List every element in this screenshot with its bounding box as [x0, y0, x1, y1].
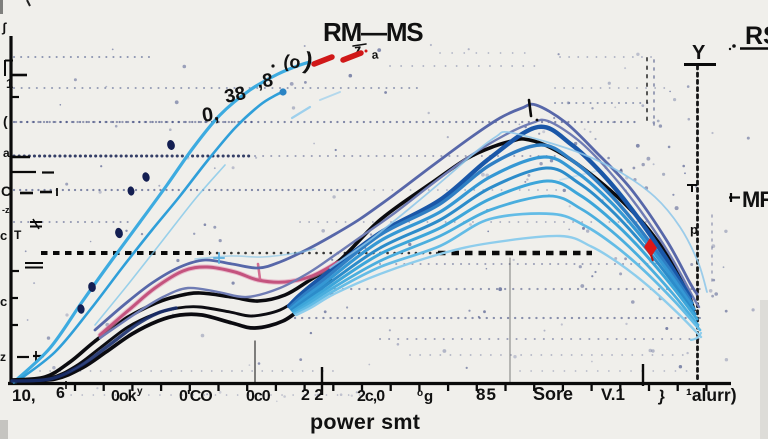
svg-text:,8: ,8: [256, 70, 275, 93]
svg-text:Y: Y: [692, 42, 706, 64]
svg-text:0'CO: 0'CO: [179, 388, 212, 405]
svg-text:a: a: [371, 47, 379, 62]
svg-text:38: 38: [223, 83, 248, 108]
svg-text:ʃ: ʃ: [1, 20, 7, 35]
svg-text:RS: RS: [745, 22, 768, 50]
svg-text:-z: -z: [2, 205, 10, 215]
svg-text:o: o: [417, 388, 423, 399]
svg-text:RM—MS: RM—MS: [323, 17, 423, 47]
svg-text:y: y: [137, 386, 143, 397]
svg-text:10,: 10,: [12, 386, 36, 405]
svg-text:¹alurr): ¹alurr): [686, 385, 737, 405]
svg-text:2 2: 2 2: [301, 387, 323, 404]
svg-text:85: 85: [476, 385, 497, 404]
svg-text:z: z: [0, 350, 6, 364]
svg-text:0c0: 0c0: [246, 388, 271, 405]
svg-text:a: a: [3, 146, 10, 160]
svg-text:(o: (o: [283, 51, 302, 72]
svg-text:Sore: Sore: [533, 384, 573, 404]
svg-text:p: p: [690, 222, 698, 237]
svg-text:}: }: [657, 388, 666, 406]
svg-text:V.1: V.1: [601, 385, 625, 404]
svg-text:0,: 0,: [201, 103, 221, 127]
svg-text:power smt: power smt: [310, 410, 420, 434]
svg-text:g: g: [424, 388, 433, 405]
svg-text:MR: MR: [742, 187, 768, 212]
svg-text:C: C: [1, 183, 11, 199]
svg-text:2c,0: 2c,0: [357, 388, 385, 405]
svg-text:0ok: 0ok: [111, 388, 137, 405]
svg-text:c: c: [0, 228, 7, 243]
svg-text:z: z: [353, 41, 363, 59]
svg-text:T: T: [14, 228, 22, 242]
svg-text:c: c: [0, 294, 7, 309]
svg-text:(: (: [3, 113, 8, 129]
svg-text:1: 1: [6, 76, 13, 91]
svg-text:6: 6: [56, 385, 65, 402]
